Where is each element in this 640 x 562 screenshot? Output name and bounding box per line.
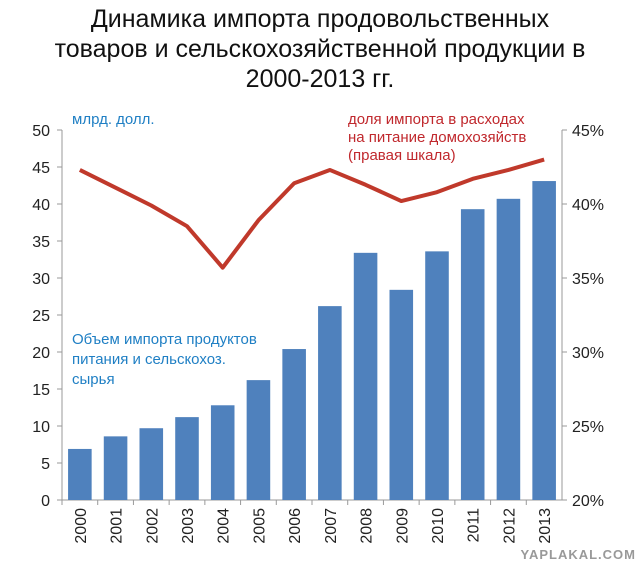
- bar-2007: [318, 306, 342, 500]
- left-axis-unit: млрд. долл.: [72, 111, 155, 128]
- bar-2013: [532, 181, 556, 500]
- bar-series-label: сырья: [72, 371, 115, 388]
- bar-2001: [104, 436, 128, 500]
- x-tick-label: 2011: [466, 508, 483, 543]
- left-tick-label: 50: [32, 123, 50, 140]
- left-tick-label: 5: [41, 456, 50, 473]
- bar-2009: [390, 290, 414, 500]
- left-tick-label: 15: [32, 382, 50, 399]
- right-tick-label: 45%: [572, 123, 604, 140]
- left-tick-label: 10: [32, 419, 50, 436]
- x-tick-label: 2010: [430, 508, 447, 544]
- x-tick-label: 2005: [251, 508, 268, 544]
- bar-series-label: Объем импорта продуктов: [72, 331, 257, 348]
- x-tick-label: 2006: [287, 508, 304, 544]
- bar-2003: [175, 417, 199, 500]
- right-tick-label: 40%: [572, 197, 604, 214]
- line-series-label: (правая шкала): [348, 147, 456, 164]
- x-tick-label: 2013: [537, 508, 554, 544]
- bar-2008: [354, 253, 378, 500]
- bar-2010: [425, 251, 449, 500]
- left-tick-label: 30: [32, 271, 50, 288]
- bar-2000: [68, 449, 92, 500]
- bar-2006: [282, 349, 306, 500]
- bar-series-label: питания и сельскохоз.: [72, 351, 226, 368]
- bar-2002: [140, 428, 164, 500]
- line-series-label: доля импорта в расходах: [348, 111, 525, 128]
- bar-2011: [461, 209, 485, 500]
- left-tick-label: 20: [32, 345, 50, 362]
- left-tick-label: 35: [32, 234, 50, 251]
- right-tick-label: 30%: [572, 345, 604, 362]
- left-tick-label: 40: [32, 197, 50, 214]
- x-tick-label: 2007: [323, 508, 340, 544]
- x-tick-label: 2012: [501, 508, 518, 544]
- left-tick-label: 45: [32, 160, 50, 177]
- x-tick-label: 2002: [144, 508, 161, 544]
- line-series-label: на питание домохозяйств: [348, 129, 526, 146]
- x-tick-label: 2003: [180, 508, 197, 544]
- x-tick-label: 2004: [216, 508, 233, 544]
- x-tick-label: 2008: [359, 508, 376, 544]
- right-tick-label: 25%: [572, 419, 604, 436]
- bar-2004: [211, 405, 235, 500]
- x-tick-label: 2009: [394, 508, 411, 544]
- x-tick-label: 2000: [73, 508, 90, 544]
- bar-2005: [247, 380, 271, 500]
- right-tick-label: 20%: [572, 493, 604, 510]
- bar-2012: [497, 199, 521, 500]
- x-tick-label: 2001: [109, 508, 126, 544]
- left-tick-label: 0: [41, 493, 50, 510]
- left-tick-label: 25: [32, 308, 50, 325]
- watermark: YAPLAKAL.COM: [520, 548, 636, 561]
- right-tick-label: 35%: [572, 271, 604, 288]
